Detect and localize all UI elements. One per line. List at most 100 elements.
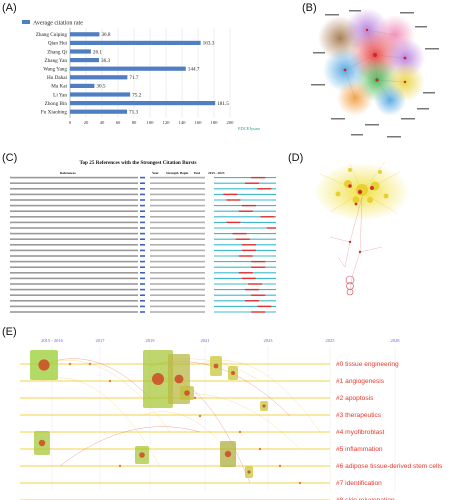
category-label: Fu Xiaobing: [41, 110, 67, 116]
reference-entry: [10, 188, 138, 190]
bar: [70, 92, 131, 97]
bar: [70, 58, 100, 63]
burst-node: [139, 452, 145, 458]
bar-value-label: 36.8: [101, 32, 110, 38]
burst-node: [38, 439, 46, 447]
burst-stats: [150, 204, 205, 207]
doi-link: [140, 227, 145, 229]
reference-entry: [10, 249, 138, 252]
burst-stats: [150, 238, 205, 240]
burst-stats: [150, 266, 205, 268]
cluster-label: #2 apoptosis: [336, 395, 374, 402]
doi-link: [140, 305, 145, 308]
burst-node: [224, 450, 232, 458]
reference-entry: [10, 216, 138, 218]
doi-link: [140, 266, 145, 268]
burst-node: [213, 363, 219, 369]
x-tick-label: 80: [132, 120, 137, 125]
doi-link: [140, 244, 145, 246]
reference-entry: [10, 210, 138, 212]
timeline-year-label: 2015 - 2016: [41, 338, 63, 343]
doi-link: [140, 193, 145, 196]
citation-arc: [44, 358, 151, 399]
cluster-label: #8 skin rejuvenation: [336, 497, 395, 500]
timeline-year-label: 2019: [146, 338, 156, 343]
reference-node: [88, 362, 92, 366]
bar-value-label: 71.3: [129, 110, 138, 116]
doi-link: [140, 204, 145, 207]
doi-link: [140, 311, 145, 313]
burst-column-header: Begin: [180, 171, 188, 175]
legend-swatch: [22, 20, 30, 24]
doi-link: [140, 272, 145, 274]
timeline-year-label: 2017: [96, 338, 106, 343]
bar-value-label: 71.7: [129, 75, 138, 81]
category-label: Zhang Cuiping: [36, 32, 68, 38]
citation-bar-chart: Average citation rate Zhang Cuiping Qian …: [22, 20, 260, 131]
reference-entry: [10, 221, 138, 224]
timeline-year-label: 2025: [326, 338, 336, 343]
reference-entry: [10, 288, 138, 291]
burst-node: [262, 404, 266, 408]
doi-link: [140, 283, 145, 285]
reference-entry: [10, 294, 138, 296]
logo-text: PDCEIyuan: [238, 126, 260, 131]
reference-entry: [10, 277, 138, 280]
reference-entry: [10, 199, 138, 201]
burst-column-header: Strength: [166, 171, 179, 175]
burst-column-header: Year: [152, 171, 159, 175]
burst-stats: [150, 272, 205, 274]
cluster-label: #1 angiogenesis: [336, 378, 385, 385]
doi-link: [140, 216, 145, 218]
burst-stats: [150, 294, 205, 296]
bar-value-label: 163.3: [203, 41, 215, 47]
burst-column-header: References: [60, 171, 76, 175]
burst-stats: [150, 188, 205, 190]
bar: [70, 75, 128, 80]
doi-link: [140, 260, 145, 263]
burst-stats: [150, 210, 205, 212]
doi-link: [140, 277, 145, 280]
x-tick-label: 120: [163, 120, 171, 125]
burst-stats: [150, 277, 205, 280]
reference-entry: [10, 260, 138, 263]
bar-value-label: 75.2: [132, 92, 141, 98]
burst-stats: [150, 255, 205, 257]
burst-table-title: Top 25 References with the Strongest Cit…: [79, 160, 196, 166]
burst-stats: [150, 311, 205, 313]
legend-label: Average citation rate: [33, 21, 83, 27]
category-label: Li Yan: [53, 92, 67, 98]
cluster-label: #4 myofibroblast: [336, 429, 385, 436]
doi-link: [140, 199, 145, 201]
reference-entry: [10, 204, 138, 207]
doi-link: [140, 210, 145, 212]
bar: [70, 49, 91, 54]
citation-arc: [59, 426, 201, 467]
x-tick-label: 20: [84, 120, 89, 125]
burst-stats: [150, 300, 205, 302]
burst-node: [38, 359, 50, 371]
burst-stats: [150, 305, 205, 308]
reference-node: [278, 464, 282, 468]
x-tick-label: 140: [179, 120, 187, 125]
burst-stats: [150, 199, 205, 201]
burst-node: [184, 390, 190, 396]
collaboration-network: [311, 8, 439, 138]
cluster-label: #6 adipose tissue-derived stem cells: [336, 463, 443, 470]
burst-stats: [150, 221, 205, 224]
reference-entry: [10, 311, 138, 313]
bar: [70, 83, 95, 88]
burst-stats: [150, 227, 205, 229]
panel-a-label: (A): [2, 2, 17, 14]
doi-link: [140, 255, 145, 257]
timeline-year-label: 2023: [264, 338, 274, 343]
bar-value-label: 26.1: [93, 49, 102, 55]
reference-entry: [10, 283, 138, 285]
timeline-year-label: 2028: [391, 338, 401, 343]
timeline-year-label: 2021: [201, 338, 210, 343]
category-label: Zhong Bin: [45, 101, 68, 107]
bar-value-label: 181.5: [217, 101, 229, 107]
reference-entry: [10, 300, 138, 302]
burst-node: [247, 470, 251, 474]
cluster-label: #3 therapeutics: [336, 412, 382, 419]
